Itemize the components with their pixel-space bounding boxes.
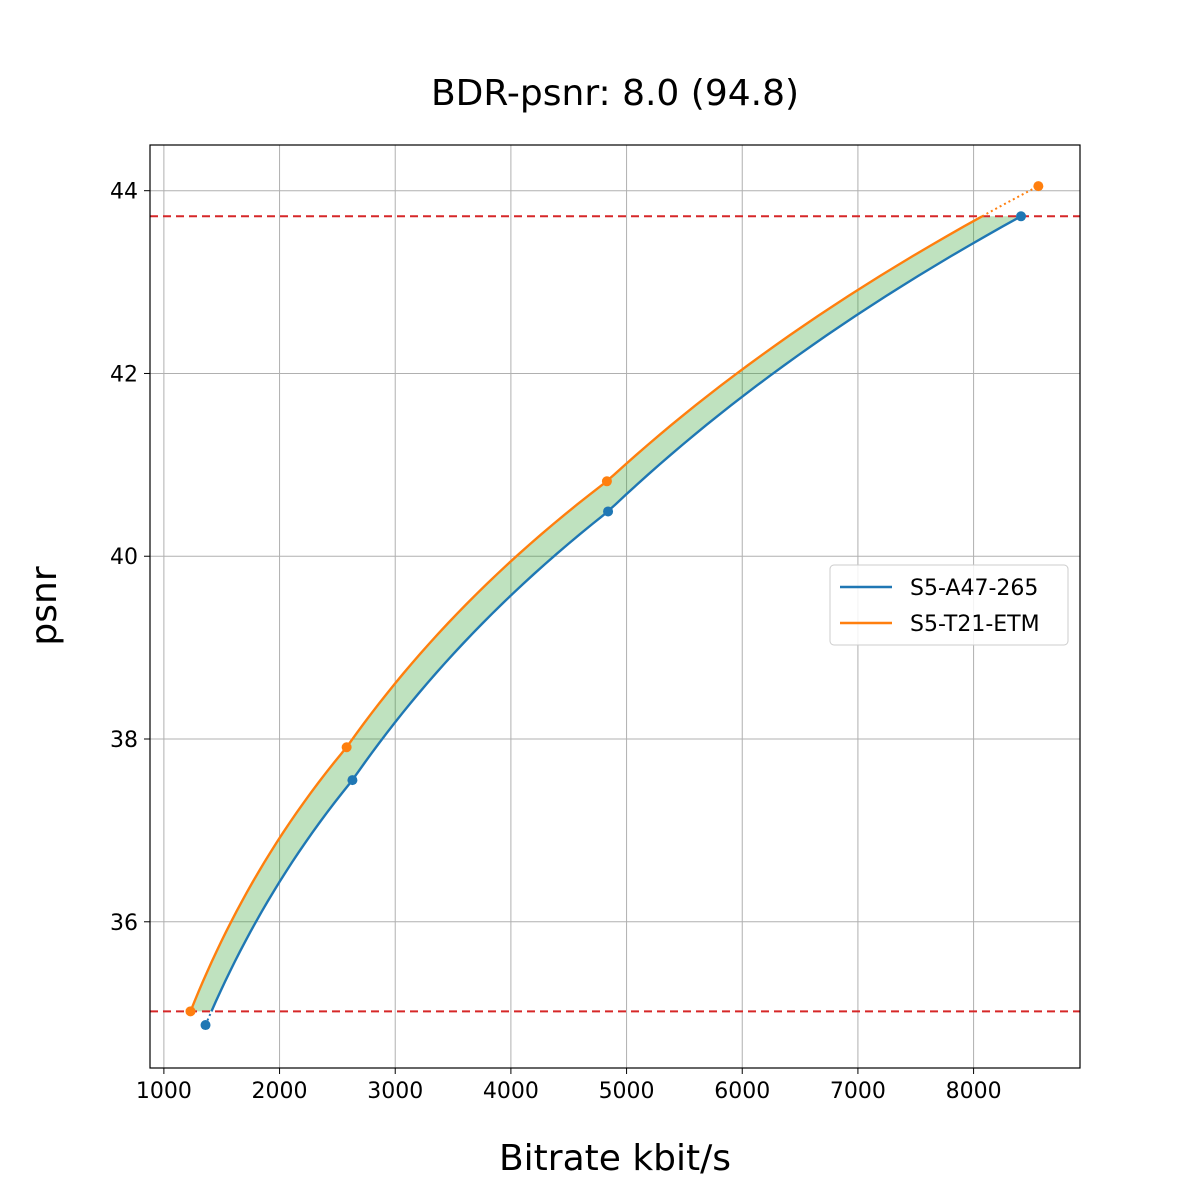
x-tick-label: 6000	[714, 1079, 770, 1104]
x-tick-label: 4000	[483, 1079, 539, 1104]
x-axis-label: Bitrate kbit/s	[499, 1138, 731, 1179]
series-extrapolation-1	[981, 185, 1039, 218]
x-tick-label: 2000	[252, 1079, 308, 1104]
series-line-0	[210, 215, 1022, 1012]
data-point-0	[200, 1020, 211, 1031]
legend-label-1: S5-T21-ETM	[910, 612, 1040, 637]
y-tick-label: 36	[110, 911, 138, 936]
data-point-1	[341, 742, 352, 753]
y-tick-label: 42	[110, 362, 138, 387]
chart-title: BDR-psnr: 8.0 (94.8)	[431, 73, 799, 114]
legend-label-0: S5-A47-265	[910, 576, 1038, 601]
reference-lines	[150, 215, 1080, 1013]
x-tick-label: 3000	[367, 1079, 423, 1104]
y-tick-label: 38	[110, 728, 138, 753]
data-point-0	[1016, 211, 1027, 222]
x-tick-label: 7000	[830, 1079, 886, 1104]
x-tick-label: 5000	[599, 1079, 655, 1104]
data-point-1	[185, 1006, 196, 1017]
y-axis-label: psnr	[24, 566, 65, 645]
y-tick-label: 44	[110, 180, 138, 205]
data-point-0	[603, 506, 614, 517]
data-point-1	[601, 476, 612, 487]
legend-box	[829, 564, 1069, 646]
legend: S5-A47-265 S5-T21-ETM	[829, 564, 1069, 646]
y-tick-label: 40	[110, 545, 138, 570]
plot-frame	[149, 144, 1081, 1069]
grid	[150, 145, 1080, 1068]
series-line-1	[189, 215, 983, 1012]
data-point-1	[1033, 181, 1044, 192]
data-point-0	[347, 775, 358, 786]
series-layer	[185, 181, 1044, 1031]
x-tick-label: 1000	[136, 1079, 192, 1104]
x-tick-label: 8000	[946, 1079, 1002, 1104]
ticks: 1000 2000 3000 4000 5000 6000 7000 8000 36 38 40 42…	[110, 180, 1002, 1104]
